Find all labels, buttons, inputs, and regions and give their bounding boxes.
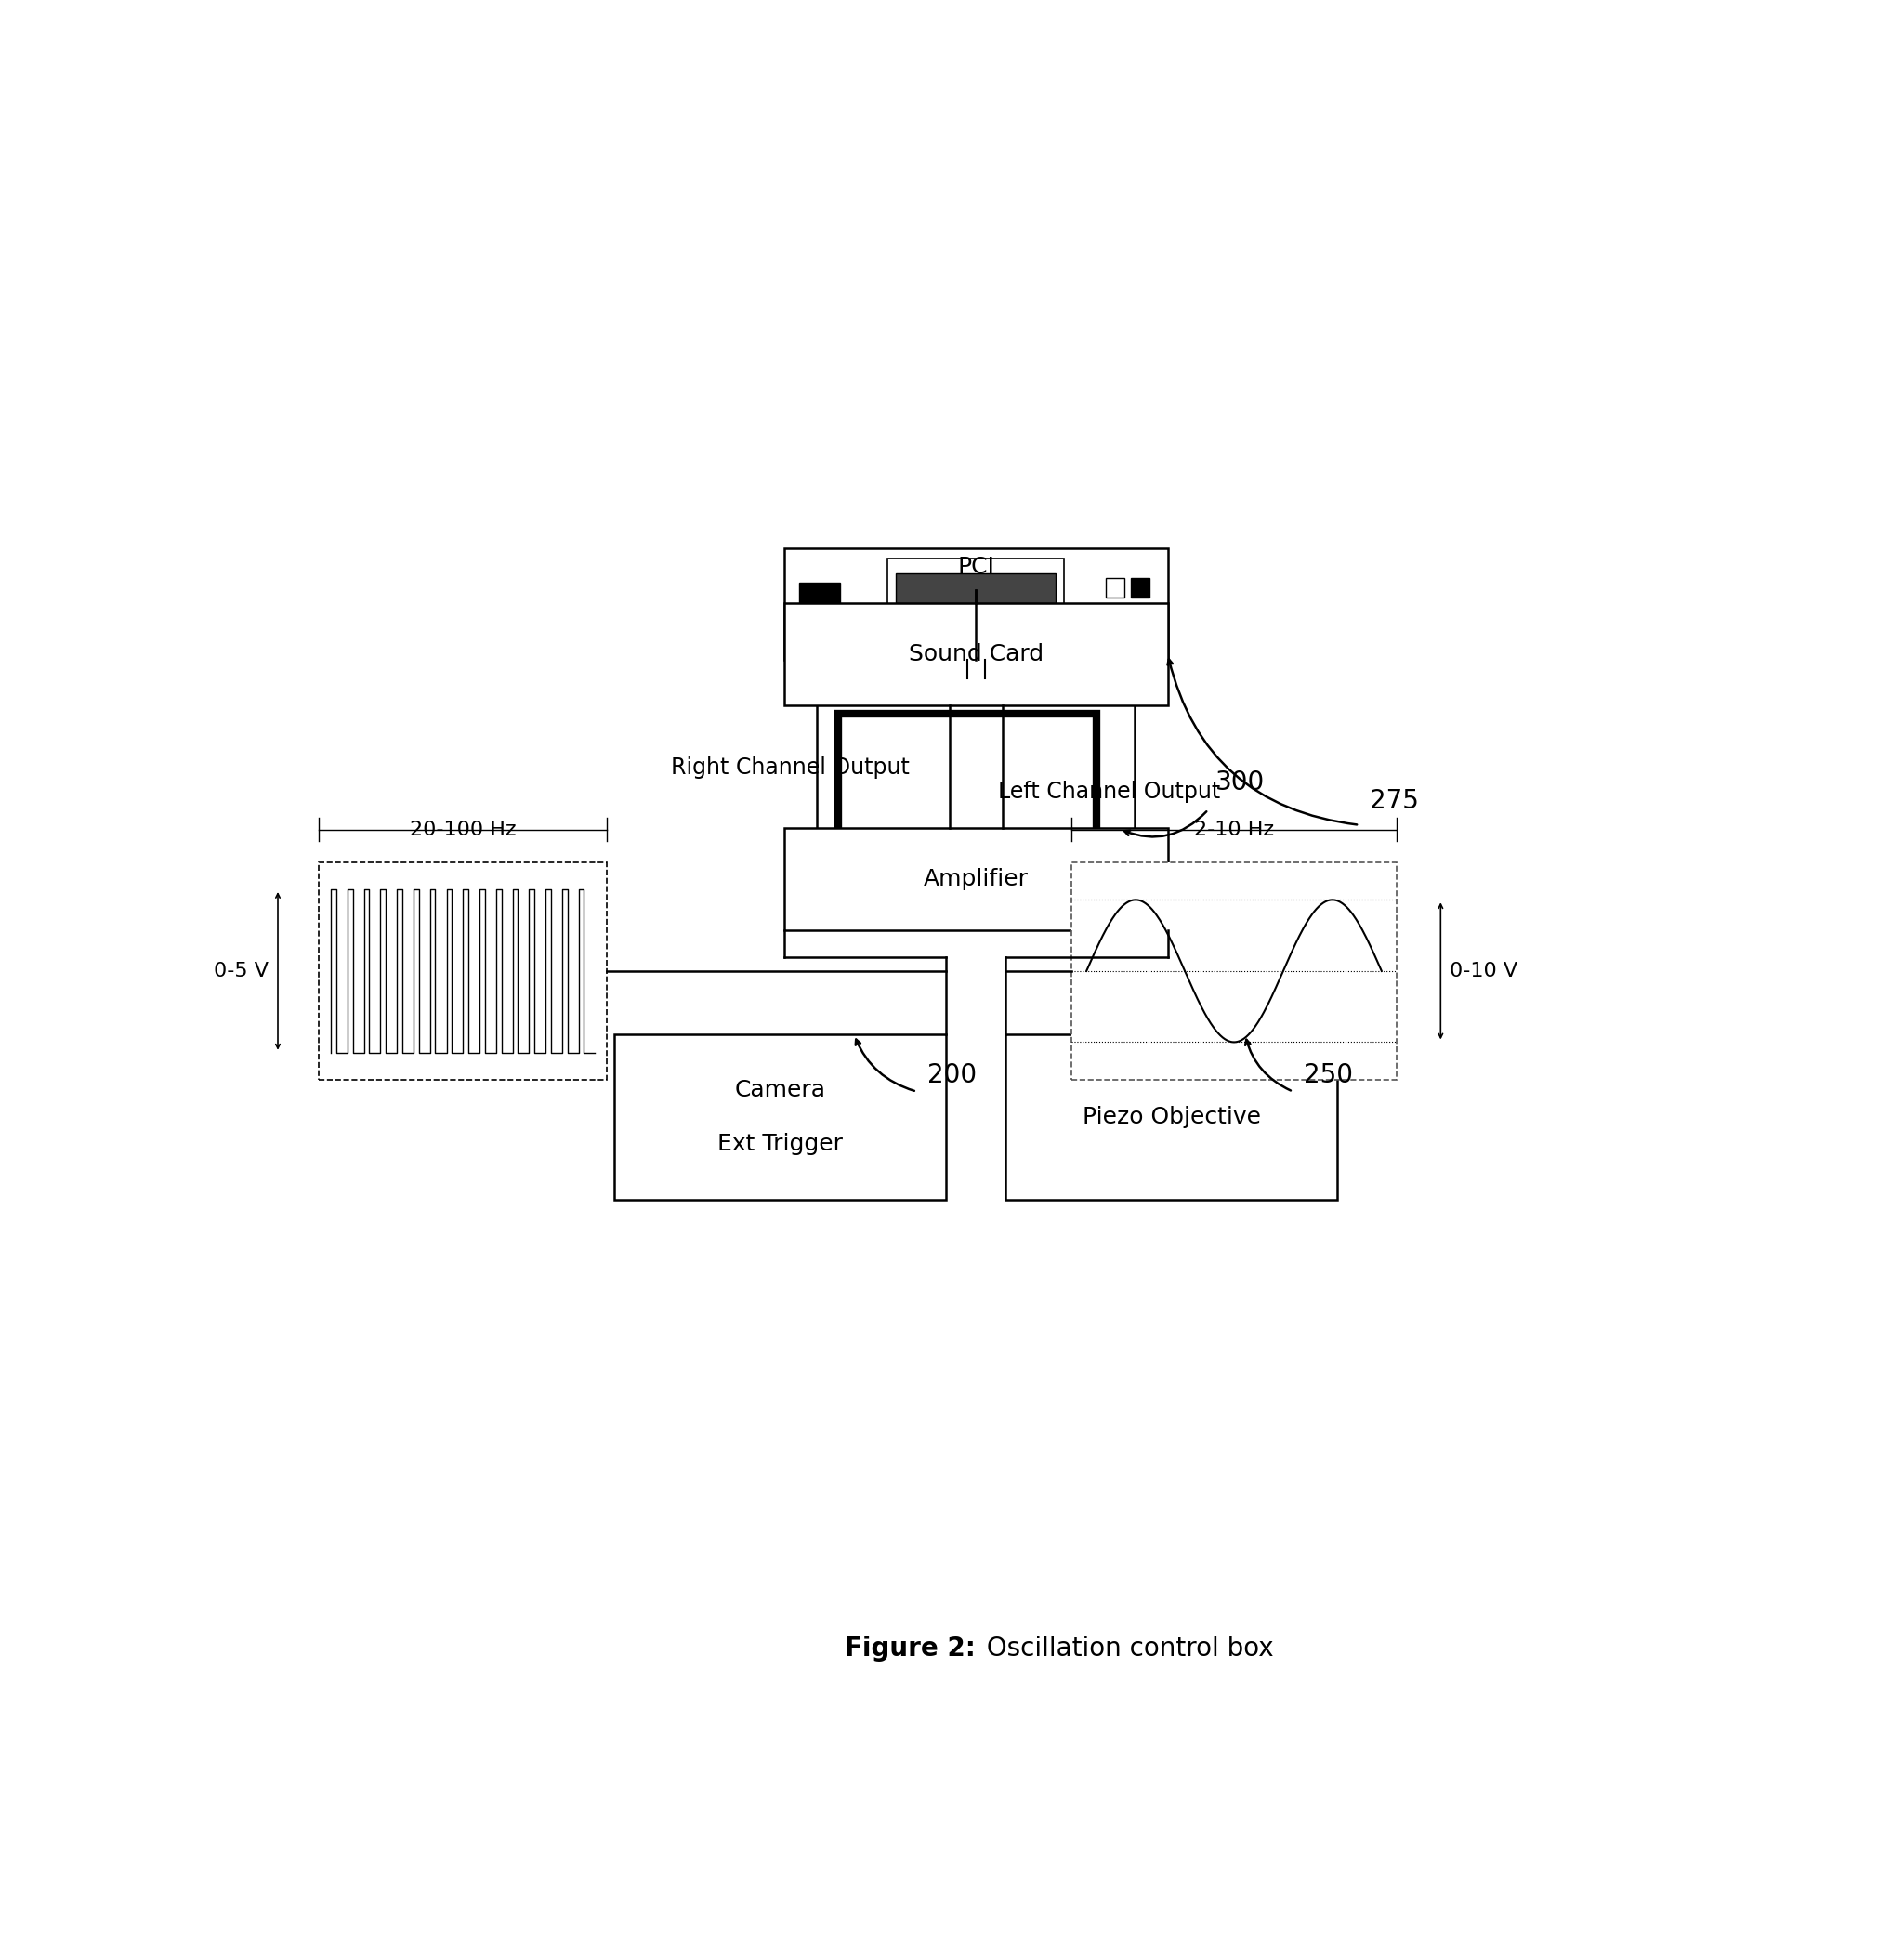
FancyBboxPatch shape — [1072, 862, 1396, 1079]
Text: 275: 275 — [1369, 788, 1418, 815]
Text: Left Channel Output: Left Channel Output — [998, 780, 1220, 803]
FancyBboxPatch shape — [897, 574, 1055, 607]
FancyBboxPatch shape — [784, 548, 1167, 659]
FancyBboxPatch shape — [1106, 578, 1125, 597]
Text: 200: 200 — [927, 1062, 977, 1087]
FancyBboxPatch shape — [1097, 883, 1120, 901]
FancyBboxPatch shape — [887, 558, 1064, 652]
FancyBboxPatch shape — [1131, 605, 1150, 624]
FancyBboxPatch shape — [838, 714, 1097, 871]
Text: Sound Card: Sound Card — [908, 644, 1043, 665]
FancyBboxPatch shape — [897, 615, 967, 646]
Text: PCI: PCI — [958, 556, 994, 578]
FancyBboxPatch shape — [1005, 1035, 1337, 1200]
Text: 20-100 Hz: 20-100 Hz — [409, 821, 516, 838]
Text: Amplifier: Amplifier — [923, 867, 1028, 891]
FancyBboxPatch shape — [800, 582, 840, 628]
Text: 0-5 V: 0-5 V — [213, 961, 268, 980]
Text: 250: 250 — [1304, 1062, 1352, 1087]
Text: Figure 2:: Figure 2: — [845, 1636, 977, 1661]
Text: Right Channel Output: Right Channel Output — [670, 757, 910, 778]
Text: Ext Trigger: Ext Trigger — [718, 1132, 843, 1155]
FancyBboxPatch shape — [615, 1035, 946, 1200]
FancyBboxPatch shape — [784, 603, 1167, 706]
FancyBboxPatch shape — [784, 829, 1167, 930]
FancyBboxPatch shape — [817, 679, 1135, 910]
Text: Piezo Objective: Piezo Objective — [1081, 1107, 1260, 1128]
Text: 300: 300 — [1215, 770, 1264, 796]
FancyBboxPatch shape — [320, 862, 607, 1079]
FancyBboxPatch shape — [1131, 578, 1150, 597]
Text: Oscillation control box: Oscillation control box — [979, 1636, 1274, 1661]
FancyBboxPatch shape — [977, 615, 1007, 634]
Text: Camera: Camera — [735, 1079, 826, 1101]
Text: 2-10 Hz: 2-10 Hz — [1194, 821, 1274, 838]
Text: 0-10 V: 0-10 V — [1449, 961, 1517, 980]
